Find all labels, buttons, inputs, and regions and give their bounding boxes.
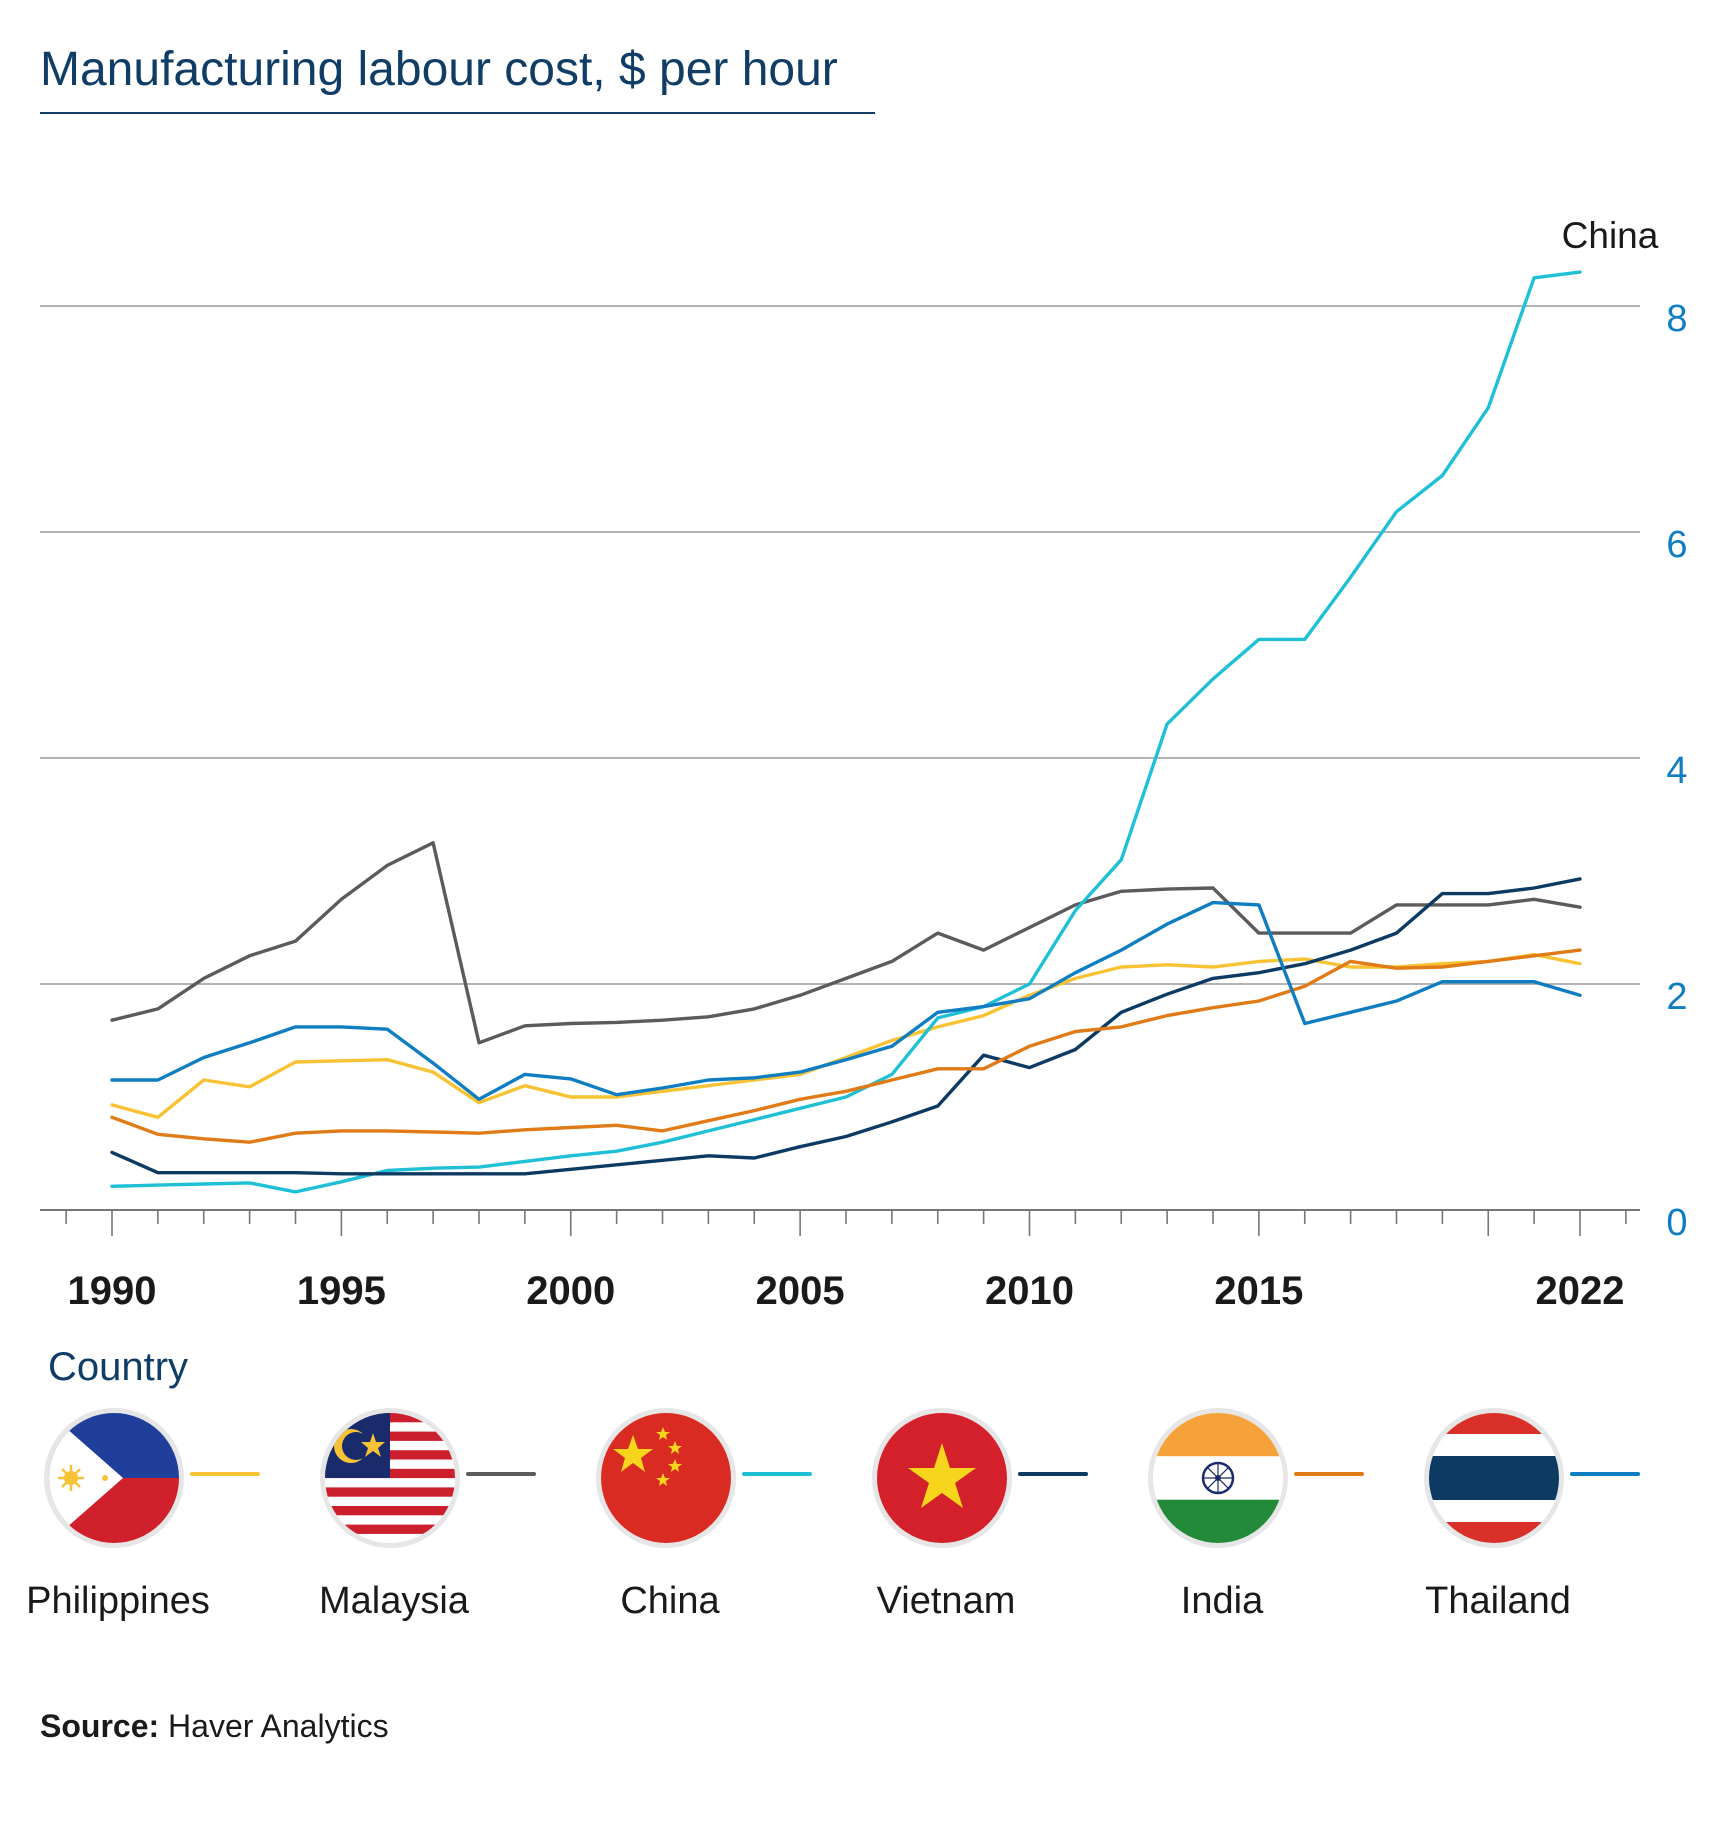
y-tick-label-6: 6 [1666, 524, 1687, 566]
legend-title: Country [48, 1345, 189, 1389]
series-line-vietnam [110, 877, 1582, 1176]
philippines-legend-swatch [190, 1472, 260, 1476]
x-tick-label-2015: 2015 [1214, 1269, 1303, 1313]
title-underline [40, 112, 875, 114]
series-line-malaysia [110, 841, 1582, 1045]
series-line-philippines [110, 952, 1582, 1120]
source-text: Haver Analytics [168, 1708, 389, 1744]
china-legend-swatch [742, 1472, 812, 1476]
thailand-legend-swatch [1570, 1472, 1640, 1476]
legend-item-malaysia: Malaysia [276, 1402, 552, 1642]
legend-label-malaysia: Malaysia [319, 1580, 469, 1622]
chart-title: Manufacturing labour cost, $ per hour [40, 43, 838, 96]
legend-item-india: India [1104, 1402, 1380, 1642]
legend-label-india: India [1180, 1580, 1264, 1622]
legend-label-china: China [620, 1580, 720, 1622]
y-tick-label-4: 4 [1666, 750, 1687, 792]
china-line-annotation: China [1562, 215, 1659, 256]
series-line-india [110, 948, 1582, 1144]
philippines-flag-icon [44, 1408, 184, 1548]
malaysia-flag-icon [320, 1408, 460, 1548]
x-tick-label-2005: 2005 [756, 1269, 845, 1313]
y-tick-label-0: 0 [1666, 1202, 1687, 1244]
vietnam-flag-icon [872, 1408, 1012, 1548]
thailand-flag-icon [1424, 1408, 1564, 1548]
india-flag-icon [1148, 1408, 1288, 1548]
x-tick-label-1990: 1990 [68, 1269, 157, 1313]
x-tick-label-2000: 2000 [526, 1269, 615, 1313]
legend-label-thailand: Thailand [1425, 1580, 1571, 1622]
y-tick-label-2: 2 [1666, 976, 1687, 1018]
legend-item-vietnam: Vietnam [828, 1402, 1104, 1642]
legend-item-thailand: Thailand [1380, 1402, 1656, 1642]
legend-item-china: China [552, 1402, 828, 1642]
series-lines [110, 270, 1582, 1194]
malaysia-legend-swatch [466, 1472, 536, 1476]
legend-item-philippines: Philippines [0, 1402, 276, 1642]
x-tick-label-1995: 1995 [297, 1269, 386, 1313]
vietnam-legend-swatch [1018, 1472, 1088, 1476]
source-note: Source: Haver Analytics [40, 1708, 389, 1745]
line-chart: 0 2 4 6 8 1990 1995 2000 2005 2010 2015 2022 China [40, 215, 1688, 1313]
series-line-china [110, 270, 1582, 1194]
source-label: Source: [40, 1708, 160, 1744]
legend-label-vietnam: Vietnam [876, 1580, 1016, 1622]
x-tick-label-2022: 2022 [1536, 1269, 1625, 1313]
y-axis-tick-labels: 0 2 4 6 8 [1666, 298, 1687, 1244]
x-axis [65, 1210, 1627, 1236]
x-tick-label-2010: 2010 [985, 1269, 1074, 1313]
x-axis-tick-labels: 1990 1995 2000 2005 2010 2015 2022 [68, 1269, 1625, 1313]
series-line-thailand [110, 900, 1582, 1102]
legend-label-philippines: Philippines [26, 1580, 210, 1622]
china-flag-icon [596, 1408, 736, 1548]
gridlines [40, 305, 1640, 1211]
india-legend-swatch [1294, 1472, 1364, 1476]
y-tick-label-8: 8 [1666, 298, 1687, 340]
